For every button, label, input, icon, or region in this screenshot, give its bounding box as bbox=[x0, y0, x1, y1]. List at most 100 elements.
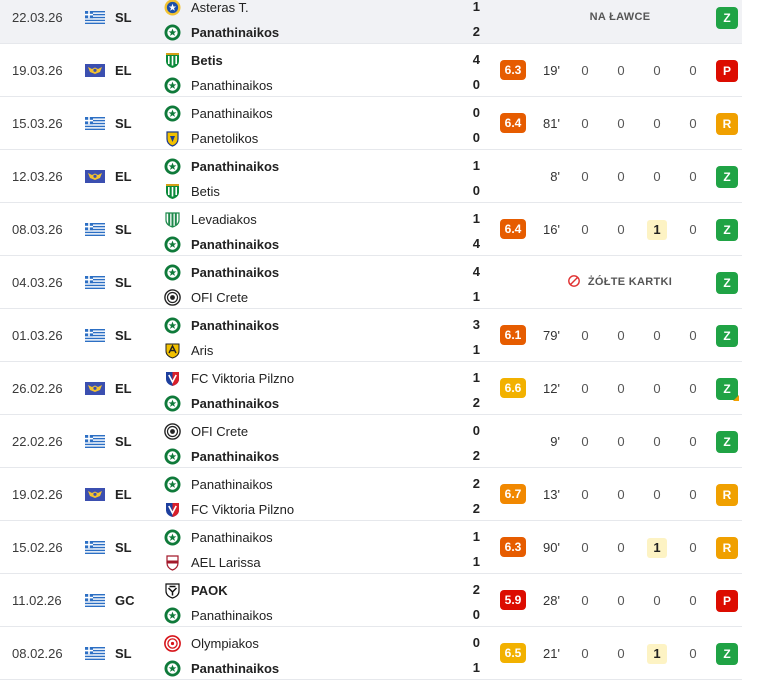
home-team[interactable]: Panathinaikos bbox=[164, 527, 273, 547]
panathinaikos-crest-icon bbox=[164, 529, 181, 546]
stat-value: 0 bbox=[617, 222, 625, 237]
away-team[interactable]: Betis bbox=[164, 181, 220, 201]
home-team-name: FC Viktoria Pilzno bbox=[191, 370, 295, 386]
home-team[interactable]: PAOK bbox=[164, 580, 228, 600]
competition-code: SL bbox=[115, 434, 132, 449]
greece-flag-icon bbox=[85, 223, 105, 236]
competition-code: SL bbox=[115, 646, 132, 661]
home-score: 2 bbox=[472, 476, 480, 491]
away-team[interactable]: Aris bbox=[164, 340, 213, 360]
panetolikos-crest-icon bbox=[164, 130, 181, 147]
away-score: 0 bbox=[472, 77, 480, 92]
betis-crest-icon bbox=[164, 52, 181, 69]
home-team[interactable]: Olympiakos bbox=[164, 633, 259, 653]
stat-value: 0 bbox=[617, 487, 625, 502]
away-team[interactable]: Panathinaikos bbox=[164, 446, 279, 466]
away-score: 0 bbox=[472, 183, 480, 198]
stat-value: 0 bbox=[581, 222, 589, 237]
home-team[interactable]: Levadiakos bbox=[164, 209, 257, 229]
player-rating-badge: 5.9 bbox=[500, 590, 526, 610]
greece-flag-icon bbox=[85, 647, 105, 660]
viktoria-pilzno-crest-icon bbox=[164, 501, 181, 518]
match-row[interactable]: 19.02.26 EL Panathinaikos FC Viktoria Pilzn… bbox=[0, 468, 742, 521]
result-letter: Z bbox=[723, 435, 731, 449]
match-row[interactable]: 11.02.26 GC PAOK Panathinaikos 2 0 5.9 28' 0 0 0 0 P bbox=[0, 574, 742, 627]
stat-value: 0 bbox=[617, 381, 625, 396]
home-team[interactable]: OFI Crete bbox=[164, 421, 248, 441]
home-team[interactable]: Panathinaikos bbox=[164, 156, 279, 176]
match-date: 15.02.26 bbox=[12, 540, 63, 555]
competition-code: SL bbox=[115, 116, 132, 131]
stat-value: 0 bbox=[581, 487, 589, 502]
result-badge: R bbox=[716, 484, 738, 506]
match-date: 01.03.26 bbox=[12, 328, 63, 343]
match-row[interactable]: 08.02.26 SL Olympiakos Panathinaikos 0 1 6.5 21… bbox=[0, 627, 742, 680]
away-team[interactable]: Panetolikos bbox=[164, 128, 258, 148]
home-team-name: OFI Crete bbox=[191, 423, 249, 439]
olympiakos-crest-icon bbox=[164, 634, 181, 652]
away-team-name: OFI Crete bbox=[191, 289, 249, 305]
minutes-played: 79' bbox=[543, 328, 560, 343]
away-team[interactable]: Panathinaikos bbox=[164, 658, 279, 678]
panathinaikos-crest-icon bbox=[164, 264, 181, 281]
stat-value: 0 bbox=[689, 63, 697, 78]
stat-value: 0 bbox=[581, 116, 589, 131]
minutes-played: 81' bbox=[543, 116, 560, 131]
match-row[interactable]: 22.02.26 SL OFI Crete Panathinaikos 0 2 9' 0 0 0 0… bbox=[0, 415, 742, 468]
ofi-crete-crest-icon bbox=[164, 288, 181, 306]
player-rating-badge: 6.3 bbox=[500, 537, 526, 557]
match-date: 11.02.26 bbox=[12, 593, 62, 608]
away-team[interactable]: Panathinaikos bbox=[164, 22, 279, 42]
match-row[interactable]: 22.03.26 SL Asteras T. Panathinaikos 1 2 NA ŁA… bbox=[0, 0, 742, 44]
away-team-name: Panathinaikos bbox=[191, 395, 280, 411]
away-team[interactable]: OFI Crete bbox=[164, 287, 248, 307]
home-team[interactable]: FC Viktoria Pilzno bbox=[164, 368, 294, 388]
away-team[interactable]: AEL Larissa bbox=[164, 552, 261, 572]
panathinaikos-crest-icon bbox=[164, 395, 181, 412]
home-team[interactable]: Panathinaikos bbox=[164, 315, 279, 335]
result-badge: P bbox=[716, 60, 738, 82]
match-row[interactable]: 19.03.26 EL Betis Panathinaikos 4 0 6.3 19' 0 0 0 0… bbox=[0, 44, 742, 97]
paok-crest-icon bbox=[164, 582, 181, 599]
levadiakos-crest-icon bbox=[164, 211, 181, 228]
away-team[interactable]: FC Viktoria Pilzno bbox=[164, 499, 294, 519]
match-row[interactable]: 15.03.26 SL Panathinaikos Panetolikos 0 0 6.4 8… bbox=[0, 97, 742, 150]
stat-value: 0 bbox=[689, 593, 697, 608]
result-letter: Z bbox=[723, 223, 731, 237]
away-team[interactable]: Panathinaikos bbox=[164, 75, 273, 95]
stat-value: 0 bbox=[581, 63, 589, 78]
match-row[interactable]: 12.03.26 EL Panathinaikos Betis 1 0 8' 0 0 0 0 Z bbox=[0, 150, 742, 203]
home-team[interactable]: Panathinaikos bbox=[164, 103, 273, 123]
result-badge: Z bbox=[716, 643, 738, 665]
home-team[interactable]: Panathinaikos bbox=[164, 474, 273, 494]
minutes-played: 21' bbox=[543, 646, 560, 661]
home-team[interactable]: Asteras T. bbox=[164, 0, 249, 17]
match-row[interactable]: 04.03.26 SL Panathinaikos OFI Crete 4 1 ŻÓŁTE … bbox=[0, 256, 742, 309]
match-row[interactable]: 15.02.26 SL Panathinaikos AEL Larissa 1 1 6.3 9… bbox=[0, 521, 742, 574]
away-team[interactable]: Panathinaikos bbox=[164, 605, 273, 625]
match-row[interactable]: 26.02.26 EL FC Viktoria Pilzno Panathinaiko… bbox=[0, 362, 742, 415]
away-team-name: Betis bbox=[191, 183, 220, 199]
match-row[interactable]: 08.03.26 SL Levadiakos Panathinaikos 1 4 6.4 16… bbox=[0, 203, 742, 256]
player-status: NA ŁAWCE bbox=[525, 0, 715, 44]
home-score: 1 bbox=[472, 158, 480, 173]
no-entry-icon bbox=[567, 258, 580, 287]
home-team[interactable]: Betis bbox=[164, 50, 223, 70]
result-corner-marker bbox=[733, 395, 739, 401]
away-team[interactable]: Panathinaikos bbox=[164, 234, 279, 254]
stat-value: 0 bbox=[653, 381, 661, 396]
away-team-name: Panathinaikos bbox=[191, 607, 273, 623]
stat-value: 0 bbox=[689, 222, 697, 237]
home-team[interactable]: Panathinaikos bbox=[164, 262, 279, 282]
match-date: 12.03.26 bbox=[12, 169, 63, 184]
stat-value: 0 bbox=[653, 63, 661, 78]
match-row[interactable]: 01.03.26 SL Panathinaikos Aris 3 1 6.1 79' 0 0 0 0 Z bbox=[0, 309, 742, 362]
minutes-played: 28' bbox=[543, 593, 560, 608]
panathinaikos-crest-icon bbox=[164, 660, 181, 677]
stat-value: 0 bbox=[689, 434, 697, 449]
home-score: 1 bbox=[472, 370, 480, 385]
europa-league-flag-icon bbox=[85, 488, 105, 501]
minutes-played: 12' bbox=[543, 381, 560, 396]
away-team[interactable]: Panathinaikos bbox=[164, 393, 279, 413]
greece-flag-icon bbox=[85, 594, 105, 607]
